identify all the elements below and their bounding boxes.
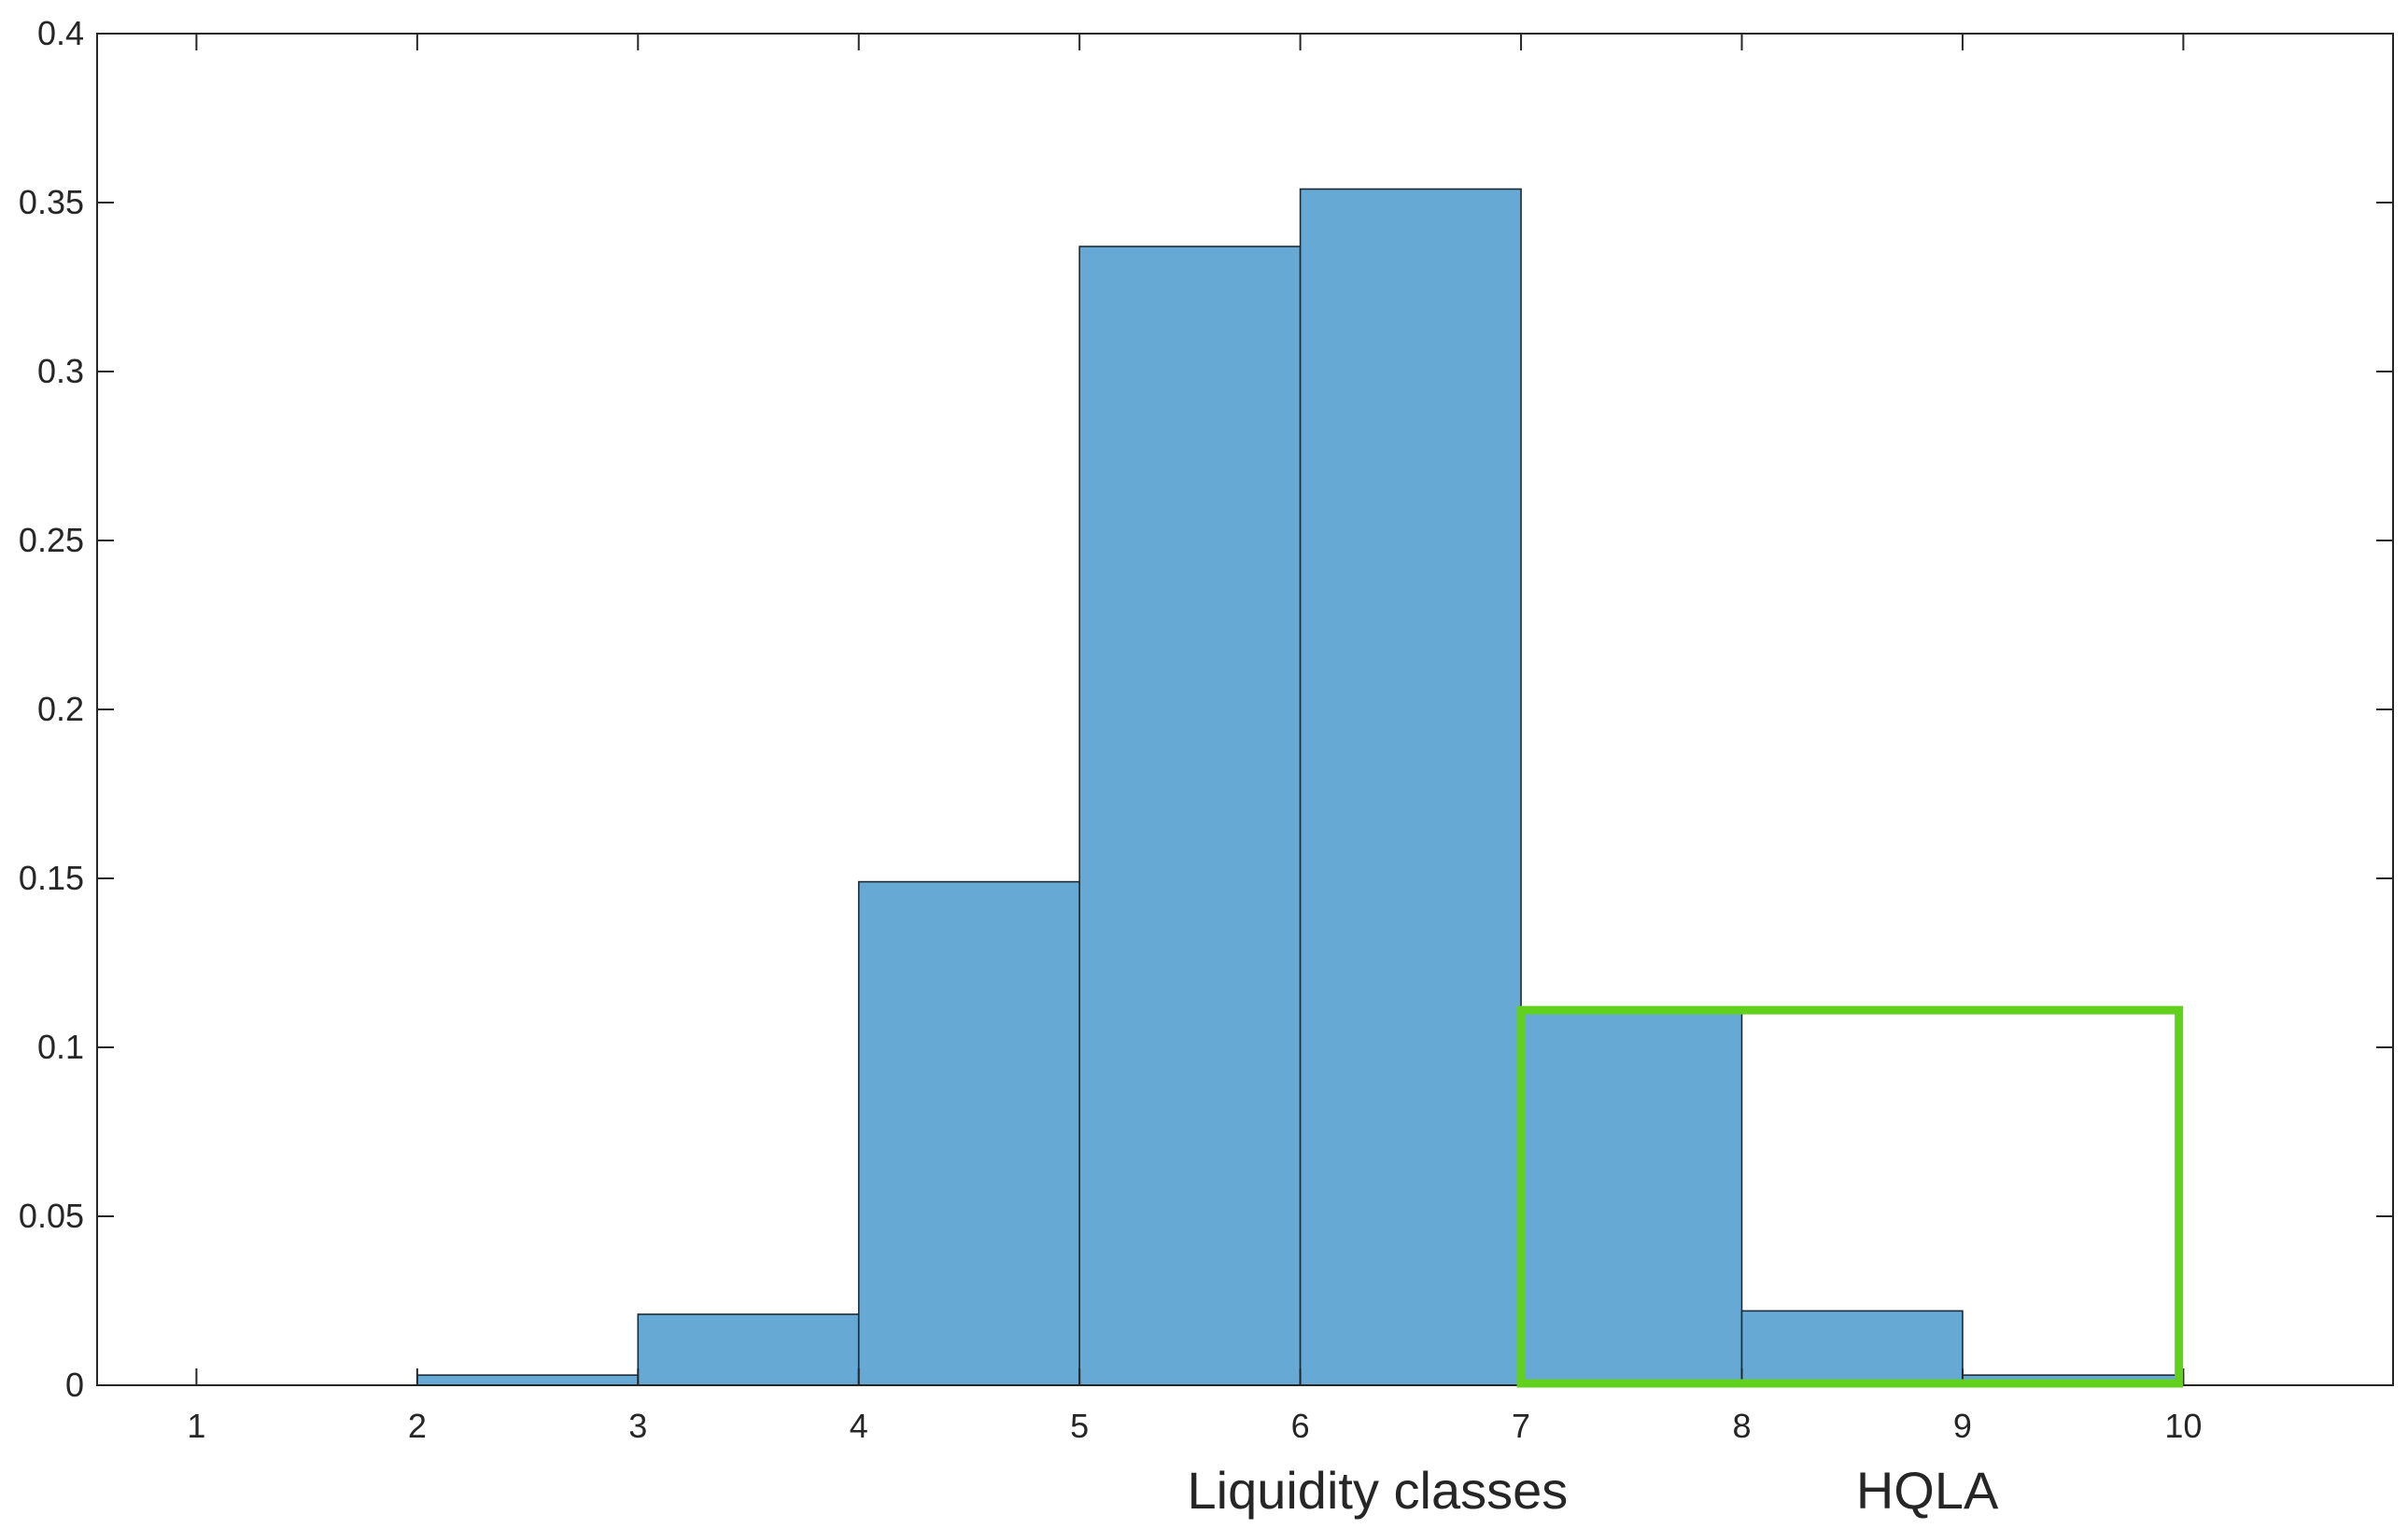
x-tick-label-4: 4 [850, 1407, 868, 1445]
histogram-bar-5 [1078, 245, 1302, 1386]
hqla-highlight-box [1516, 1005, 2184, 1388]
x-tick-label-8: 8 [1732, 1407, 1751, 1445]
highlight-layer [1516, 1005, 2184, 1388]
x-tick-label-7: 7 [1512, 1407, 1530, 1445]
x-tick-label-2: 2 [408, 1407, 427, 1445]
x-tick-label-3: 3 [628, 1407, 647, 1445]
axes-layer: 1 2 3 4 5 6 7 8 9 10 0 0.05 0.1 0.15 0.2 0.25 0.3 0.35 0.4 [19, 14, 2394, 1445]
y-tick-label-0.05: 0.05 [19, 1197, 84, 1235]
x-tick-label-9: 9 [1953, 1407, 1972, 1445]
bars-layer [416, 188, 2185, 1386]
x-tick-label-1: 1 [187, 1407, 205, 1445]
x-tick-label-5: 5 [1070, 1407, 1089, 1445]
y-tick-label-0.35: 0.35 [19, 183, 84, 221]
x-tick-label-10: 10 [2164, 1407, 2202, 1445]
histogram-bar-8 [1740, 1310, 1964, 1386]
labels-layer: Liquidity classes HQLA [1187, 1461, 1999, 1520]
x-tick-label-6: 6 [1291, 1407, 1310, 1445]
histogram-bar-3 [637, 1313, 860, 1386]
y-tick-label-0.2: 0.2 [37, 690, 84, 728]
histogram-bar-6 [1299, 188, 1522, 1386]
histogram-bar-7 [1520, 1009, 1743, 1386]
y-tick-label-0: 0 [65, 1366, 84, 1404]
y-tick-label-0.3: 0.3 [37, 352, 84, 390]
x-axis-title: Liquidity classes [1187, 1461, 1568, 1520]
hqla-label: HQLA [1856, 1461, 1999, 1520]
histogram-bar-4 [857, 880, 1080, 1386]
y-tick-label-0.1: 0.1 [37, 1028, 84, 1066]
y-tick-label-0.4: 0.4 [37, 14, 84, 52]
y-tick-label-0.15: 0.15 [19, 859, 84, 897]
y-tick-label-0.25: 0.25 [19, 521, 84, 559]
histogram-bar-2 [416, 1374, 640, 1386]
